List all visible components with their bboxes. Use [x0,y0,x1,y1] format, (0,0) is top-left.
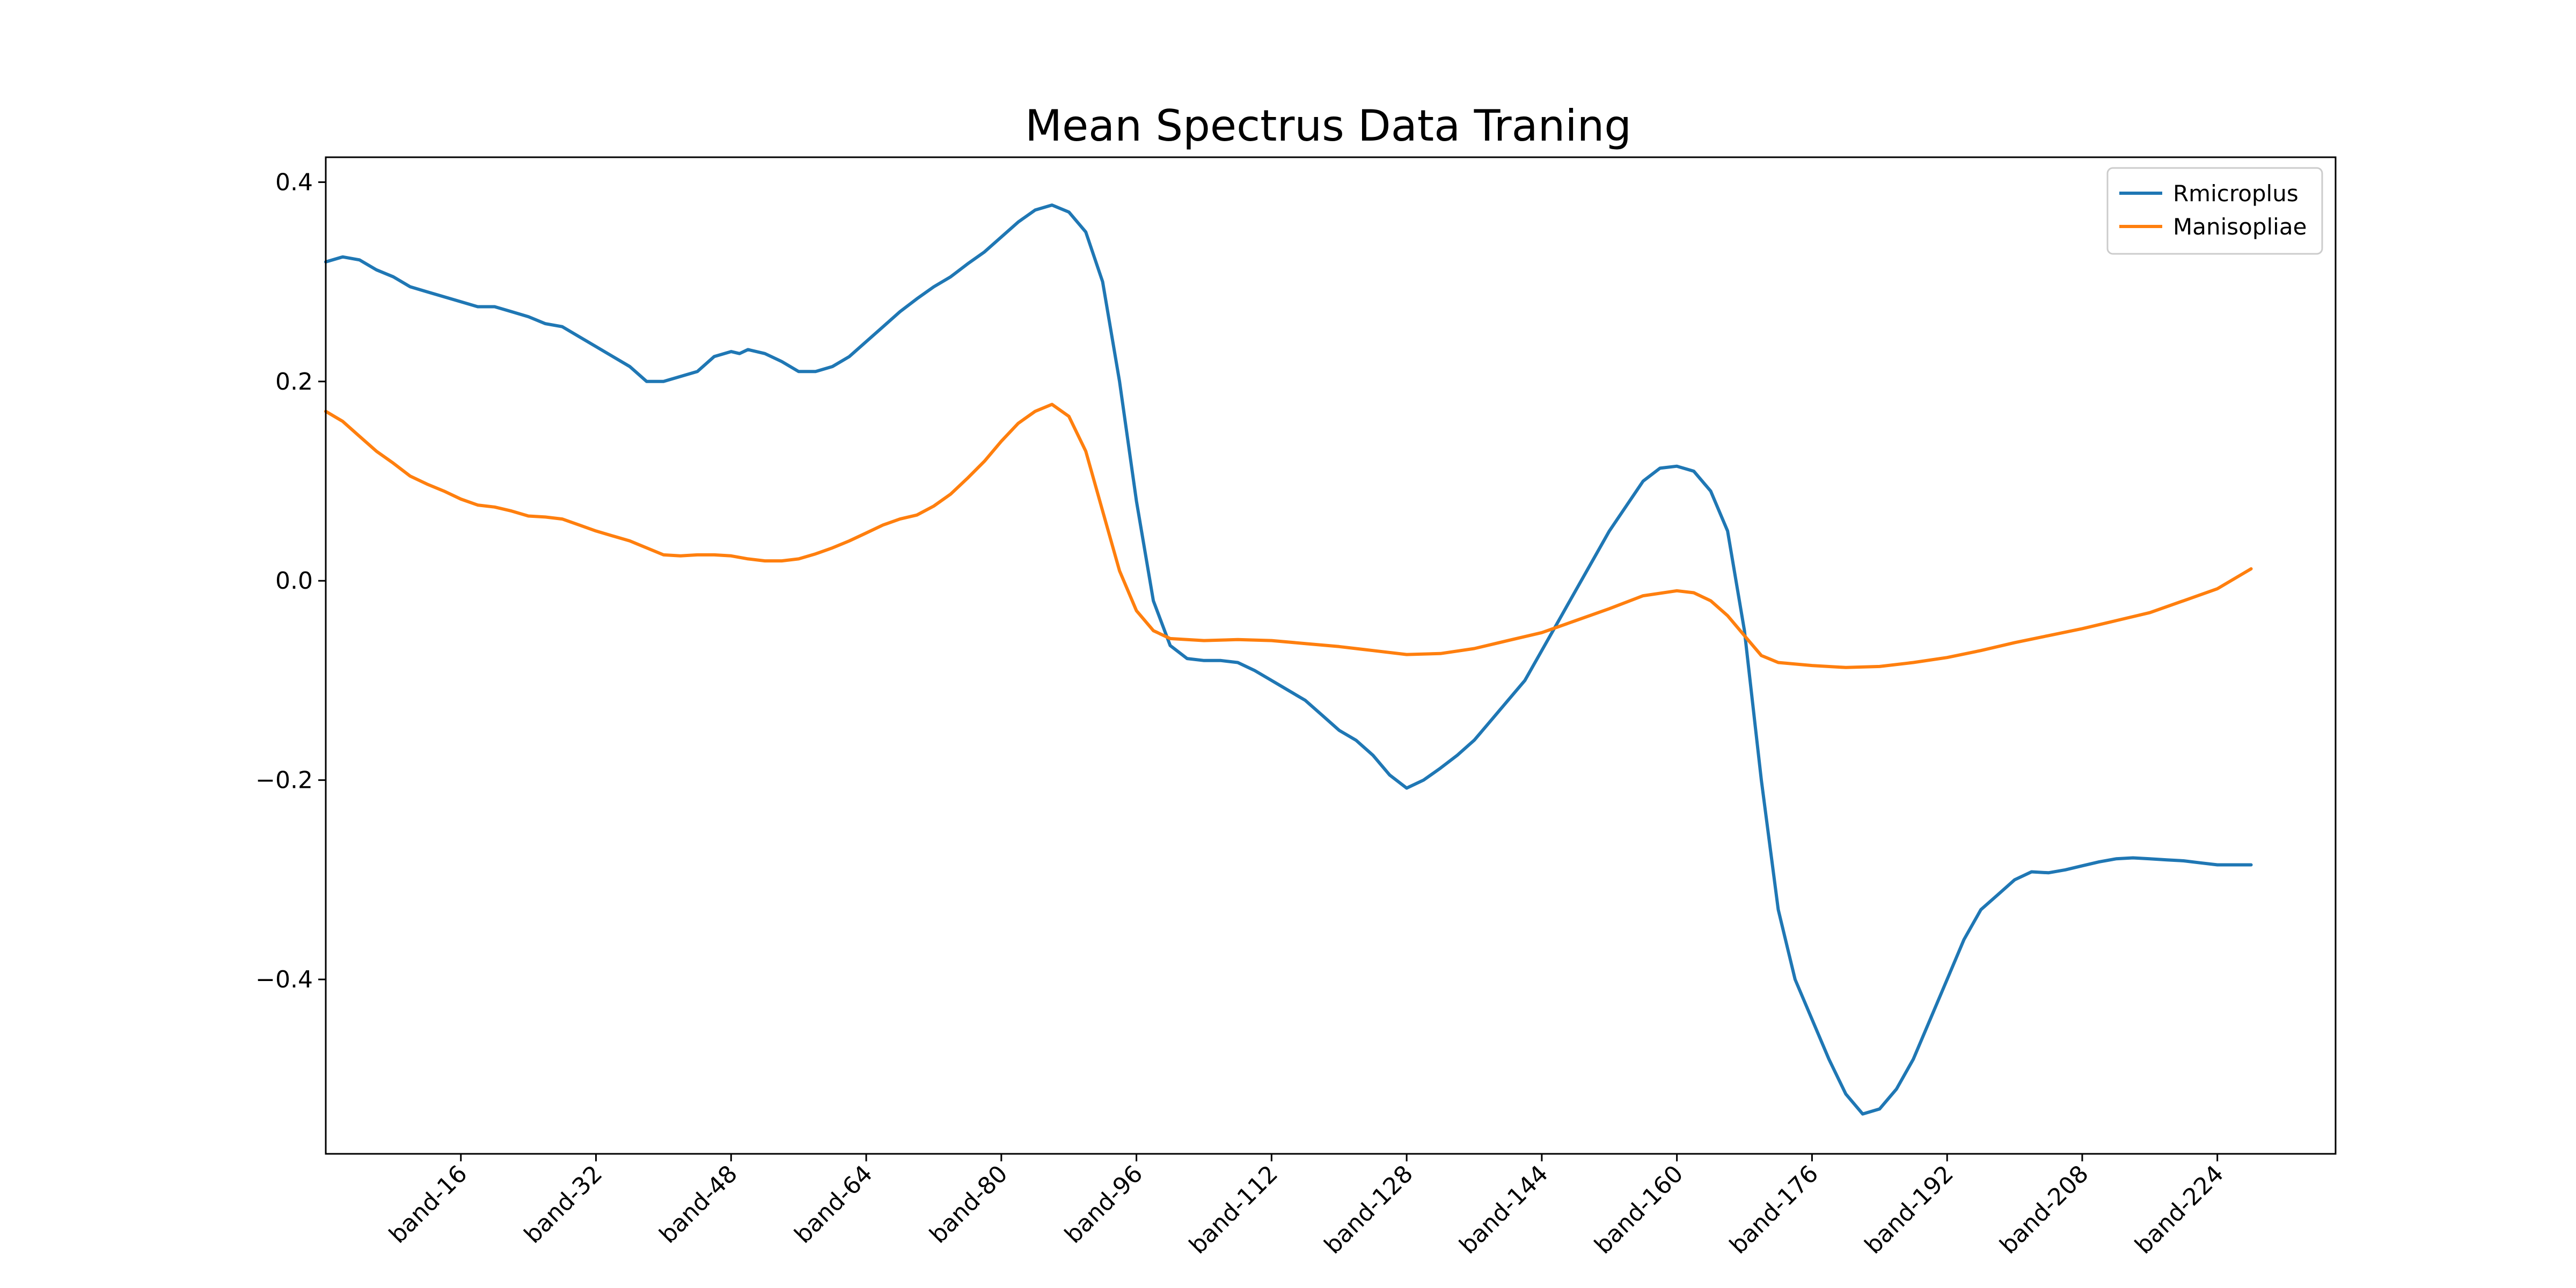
plot-frame [325,156,2337,1155]
y-tick-label: 0.2 [275,368,313,396]
x-axis-ticks: band-16 band-32 band-48 band-64 band-80 band-… [384,1154,2229,1260]
y-axis-ticks: 0.4 0.2 0.0 −0.2 −0.4 [255,169,326,993]
x-tick-label: band-48 [654,1160,743,1249]
x-tick-label: band-176 [1724,1160,1824,1260]
x-tick-label: band-160 [1589,1160,1688,1260]
legend-label: Manisopliae [2173,214,2307,240]
x-tick-label: band-208 [1995,1160,2094,1260]
x-tick-label: band-32 [519,1160,608,1249]
legend-label: Rmicroplus [2173,180,2299,207]
x-tick-label: band-16 [384,1160,472,1249]
legend-box [2106,167,2323,255]
x-tick-label: band-192 [1860,1160,1959,1260]
y-tick-label: −0.4 [255,966,313,993]
series-line-rmicroplus [324,203,2253,1116]
x-tick-label: band-96 [1059,1160,1148,1249]
x-tick-label: band-128 [1319,1160,1418,1260]
x-tick-label: band-224 [2130,1160,2229,1260]
series-layer [324,203,2253,1116]
y-tick-label: 0.4 [275,169,313,196]
legend: Rmicroplus Manisopliae [2106,167,2323,255]
y-tick-label: 0.0 [275,567,313,595]
x-tick-label: band-144 [1454,1160,1554,1260]
x-tick-label: band-80 [924,1160,1013,1249]
series-line-manisopliae [324,402,2253,669]
x-tick-label: band-112 [1184,1160,1283,1260]
chart-title: Mean Spectrus Data Traning [1025,101,1631,151]
x-tick-label: band-64 [789,1160,878,1249]
y-tick-label: −0.2 [255,767,313,794]
